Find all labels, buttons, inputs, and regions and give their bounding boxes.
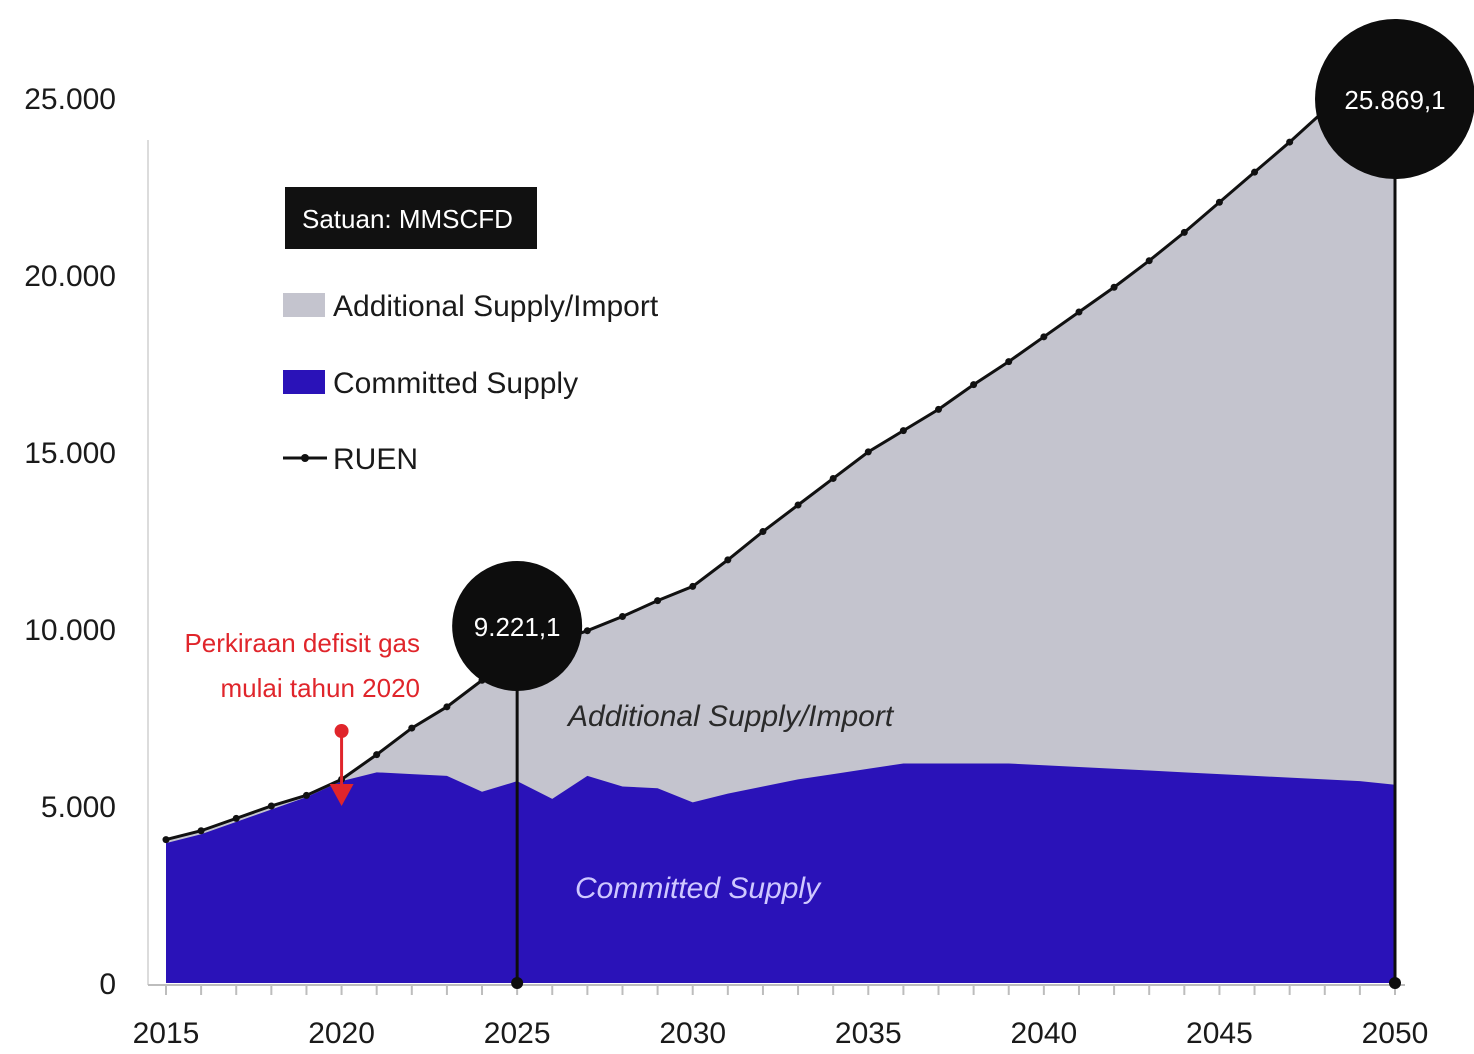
ruen-point [408, 724, 416, 732]
unit-box [285, 187, 537, 249]
ruen-point [654, 597, 662, 605]
unit-label: Satuan: MMSCFD [302, 204, 513, 234]
ruen-point [724, 556, 732, 564]
y-tick-label: 0 [99, 968, 116, 1001]
y-tick-label: 25.000 [24, 83, 116, 116]
bubble-2050-label: 25.869,1 [1344, 85, 1445, 115]
ruen-point [232, 814, 240, 822]
committed-supply-area-label: Committed Supply [575, 872, 822, 905]
annotations: 9.221,1 25.869,1 [329, 19, 1474, 989]
legend-swatch-additional [283, 293, 325, 317]
y-tick-label: 10.000 [24, 614, 116, 647]
additional-supply-area [166, 67, 1395, 983]
x-tick-label: 2050 [1362, 1017, 1429, 1050]
x-tick-label: 2015 [133, 1017, 200, 1050]
ruen-point [443, 703, 451, 711]
ruen-point [899, 427, 907, 435]
committed-supply-area [166, 763, 1395, 983]
bubble-2050-base-dot [1389, 977, 1401, 989]
deficit-note: Perkiraan defisit gas mulai tahun 2020 [184, 628, 420, 703]
ruen-point [197, 827, 205, 835]
ruen-point [1005, 358, 1013, 366]
ruen-point [1040, 333, 1048, 341]
ruen-point [162, 836, 170, 844]
ruen-point [1251, 168, 1259, 176]
legend: Satuan: MMSCFD Additional Supply/Import … [283, 187, 659, 476]
ruen-point [935, 405, 943, 413]
ruen-point [302, 791, 310, 799]
ruen-point [583, 627, 591, 635]
deficit-note-line1: Perkiraan defisit gas [184, 628, 420, 658]
y-tick-label: 5.000 [41, 791, 116, 824]
x-tick-label: 2035 [835, 1017, 902, 1050]
x-tick-label: 2040 [1010, 1017, 1077, 1050]
legend-swatch-committed [283, 370, 325, 394]
ruen-point [1145, 257, 1153, 265]
y-tick-label: 15.000 [24, 437, 116, 470]
ruen-point [373, 751, 381, 759]
ruen-point [267, 802, 275, 810]
y-tick-label: 20.000 [24, 260, 116, 293]
ruen-line [165, 65, 1396, 842]
x-tick-label: 2045 [1186, 1017, 1253, 1050]
bubble-2050-circle [1315, 19, 1474, 179]
ruen-point [829, 474, 837, 482]
ruen-point [689, 582, 697, 590]
x-tick-label: 2020 [308, 1017, 375, 1050]
ruen-point [759, 528, 767, 536]
legend-label-committed: Committed Supply [333, 367, 578, 400]
ruen-point [618, 613, 626, 621]
deficit-arrow-head [329, 784, 354, 806]
ruen-point [1286, 138, 1294, 146]
ruen-point [970, 381, 978, 389]
x-tick-label: 2025 [484, 1017, 551, 1050]
ruen-point [864, 448, 872, 456]
legend-label-ruen: RUEN [333, 443, 418, 476]
ruen-point [1075, 308, 1083, 316]
legend-marker-ruen [301, 454, 309, 462]
bubble-2025-label: 9.221,1 [474, 612, 561, 642]
ruen-point [794, 501, 802, 509]
x-tick-label: 2030 [659, 1017, 726, 1050]
legend-label-additional: Additional Supply/Import [333, 290, 659, 323]
additional-supply-area-label: Additional Supply/Import [566, 700, 895, 733]
axes: 2015 2020 2025 2030 2035 2040 2045 2050 0 5.000 10… [24, 83, 1428, 1050]
bubble-2025-base-dot [511, 977, 524, 989]
ruen-point [1180, 228, 1188, 236]
bubble-2025-circle [452, 561, 583, 691]
deficit-note-line2: mulai tahun 2020 [221, 673, 420, 703]
ruen-point [1215, 198, 1223, 206]
ruen-point [1110, 283, 1118, 291]
